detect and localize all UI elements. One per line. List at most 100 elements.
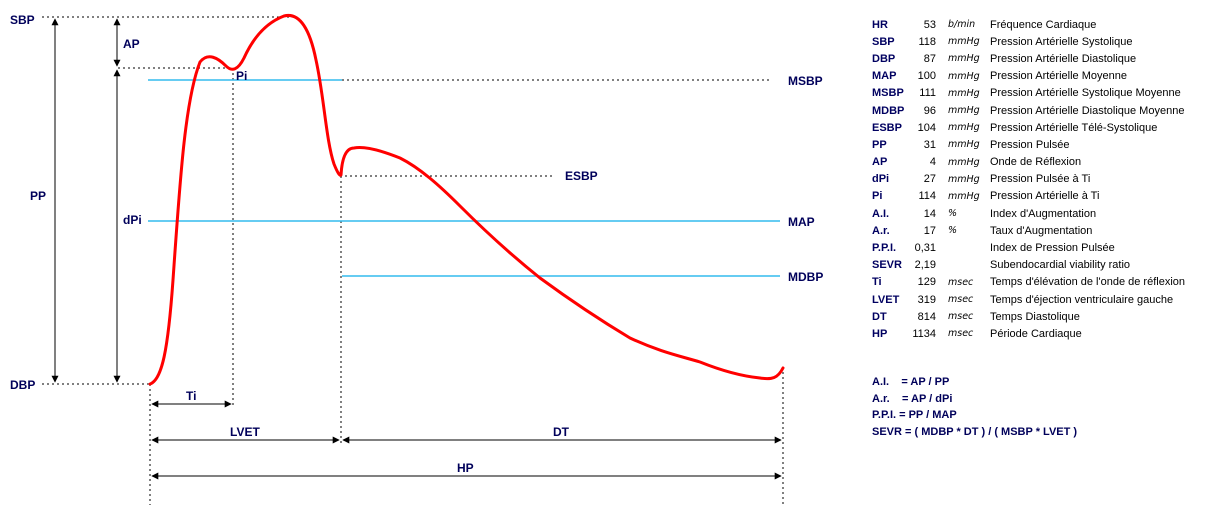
legend-value: 104 — [917, 121, 936, 134]
legend-abbr: HR — [872, 18, 888, 31]
legend-unit: mmHg — [948, 156, 980, 168]
pressure-curve — [148, 13, 785, 386]
legend-desc: Pression Artérielle Systolique Moyenne — [990, 87, 1181, 100]
legend-desc: Pression Pulsée — [990, 138, 1070, 151]
legend-abbr: Pi — [872, 190, 883, 203]
legend-desc: Subendocardial viability ratio — [990, 259, 1131, 272]
legend-unit: mmHg — [948, 122, 980, 134]
legend-value: 27 — [923, 173, 936, 186]
legend-value: 53 — [923, 18, 936, 31]
legend-abbr: A.I. — [872, 207, 890, 220]
legend-row: DBP 87 mmHg Pression Artérielle Diastoli… — [872, 50, 1222, 67]
legend-row: MAP 100 mmHg Pression Artérielle Moyenne — [872, 68, 1222, 85]
label-pi: Pi — [236, 69, 247, 83]
legend-abbr: Ti — [872, 276, 882, 289]
legend-desc: Pression Artérielle Télé-Systolique — [990, 121, 1158, 134]
legend-abbr: MSBP — [872, 87, 904, 100]
label-dt: DT — [553, 425, 570, 439]
legend-desc: Temps d'éjection ventriculaire gauche — [990, 293, 1174, 306]
legend-abbr: MDBP — [872, 104, 905, 117]
legend-value: 1134 — [912, 327, 936, 340]
label-esbp: ESBP — [565, 169, 598, 183]
legend-value: 87 — [923, 52, 936, 65]
legend-unit: % — [948, 225, 958, 237]
legend-desc: Taux d'Augmentation — [990, 224, 1093, 237]
label-msbp: MSBP — [788, 74, 823, 88]
label-lvet: LVET — [230, 425, 260, 439]
legend-unit: % — [948, 208, 958, 220]
legend-row: HP 1134 msec Période Cardiaque — [872, 325, 1222, 342]
label-mdbp: MDBP — [788, 270, 823, 284]
legend-abbr: DT — [872, 310, 887, 323]
legend-value: 96 — [923, 104, 936, 117]
label-dpi: dPi — [123, 213, 142, 227]
legend-row: dPi 27 mmHg Pression Pulsée à Ti — [872, 171, 1222, 188]
legend-row: MSBP 111 mmHg Pression Artérielle Systol… — [872, 85, 1222, 102]
legend-row: MDBP 96 mmHg Pression Artérielle Diastol… — [872, 102, 1222, 119]
legend-value: 4 — [929, 156, 936, 169]
legend-value: 0,31 — [914, 242, 936, 255]
legend-desc: Index de Pression Pulsée — [990, 242, 1115, 255]
legend-value: 2,19 — [914, 259, 936, 272]
legend-value: 118 — [918, 35, 936, 48]
legend-abbr: SEVR — [872, 259, 902, 272]
legend-unit: msec — [948, 311, 974, 323]
legend-row: AP 4 mmHg Onde de Réflexion — [872, 154, 1222, 171]
legend-unit: b/min — [948, 19, 976, 31]
label-ti: Ti — [186, 389, 196, 403]
legend-unit: mmHg — [948, 87, 980, 99]
legend-desc: Onde de Réflexion — [990, 156, 1082, 169]
label-pp: PP — [30, 189, 46, 203]
label-hp: HP — [457, 461, 474, 475]
legend-row: ESBP 104 mmHg Pression Artérielle Télé-S… — [872, 119, 1222, 136]
formula-block: A.I. = AP / PP A.r. = AP / dPi P.P.I. = … — [872, 376, 1222, 442]
pressure-waveform-diagram: SBP DBP AP PP dPi Pi MSBP ESBP MAP MDBP … — [10, 13, 823, 505]
legend-desc: Pression Pulsée à Ti — [990, 173, 1091, 186]
legend-value: 129 — [917, 276, 936, 289]
legend-abbr: MAP — [872, 70, 897, 83]
legend-desc: Pression Artérielle Diastolique — [990, 52, 1137, 65]
legend-unit: mmHg — [948, 70, 980, 82]
legend-row: HR 53 b/min Fréquence Cardiaque — [872, 16, 1222, 33]
legend-desc: Pression Artérielle à Ti — [990, 190, 1100, 203]
label-sbp: SBP — [10, 13, 35, 27]
legend-abbr: PP — [872, 138, 887, 151]
legend-abbr: HP — [872, 327, 888, 340]
legend-unit: mmHg — [948, 139, 980, 151]
legend-unit: mmHg — [948, 36, 980, 48]
legend-unit: mmHg — [948, 53, 980, 65]
legend-desc: Temps Diastolique — [990, 310, 1080, 323]
legend-value: 114 — [918, 190, 936, 203]
legend-abbr: A.r. — [872, 224, 890, 237]
legend-row: PP 31 mmHg Pression Pulsée — [872, 136, 1222, 153]
legend-abbr: AP — [872, 156, 888, 169]
legend-row: LVET 319 msec Temps d'éjection ventricul… — [872, 291, 1222, 308]
legend-row: SEVR 2,19 Subendocardial viability ratio — [872, 257, 1222, 274]
legend-unit: mmHg — [948, 190, 980, 202]
legend-desc: Fréquence Cardiaque — [990, 18, 1097, 31]
legend-value: 17 — [923, 224, 936, 237]
formula-ai: A.I. = AP / PP — [872, 376, 950, 388]
legend-desc: Pression Artérielle Systolique — [990, 35, 1133, 48]
legend-abbr: dPi — [872, 173, 890, 186]
label-ap: AP — [123, 37, 140, 51]
legend-abbr: P.P.I. — [872, 242, 897, 255]
parameter-legend: HR 53 b/min Fréquence Cardiaque SBP 118 … — [872, 16, 1222, 343]
legend-row: P.P.I. 0,31 Index de Pression Pulsée — [872, 239, 1222, 256]
formula-sevr: SEVR = ( MDBP * DT ) / ( MSBP * LVET ) — [872, 425, 1078, 438]
formula-ppi: P.P.I. = PP / MAP — [872, 409, 957, 421]
legend-abbr: LVET — [872, 293, 900, 306]
legend-abbr: SBP — [872, 35, 895, 48]
legend-abbr: ESBP — [872, 121, 902, 134]
legend-row: Ti 129 msec Temps d'élévation de l'onde … — [872, 274, 1222, 291]
formula-ar: A.r. = AP / dPi — [872, 392, 953, 405]
legend-value: 31 — [923, 138, 936, 151]
legend-desc: Temps d'élévation de l'onde de réflexion — [990, 276, 1185, 289]
legend-desc: Pression Artérielle Diastolique Moyenne — [990, 104, 1185, 117]
legend-value: 14 — [923, 207, 936, 220]
legend-unit: msec — [948, 294, 974, 306]
label-map: MAP — [788, 215, 815, 229]
legend-unit: mmHg — [948, 105, 980, 117]
legend-value: 814 — [917, 310, 936, 323]
legend-desc: Pression Artérielle Moyenne — [990, 70, 1127, 83]
